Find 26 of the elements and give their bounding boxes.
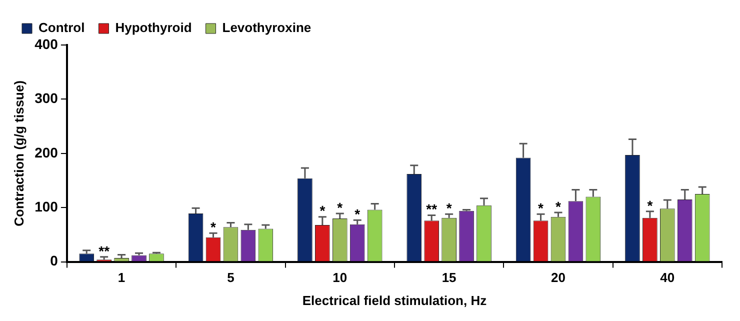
y-tick-label: 300 — [34, 90, 58, 106]
data-label: * — [320, 202, 326, 219]
data-label: * — [354, 206, 361, 222]
data-label: * — [556, 198, 562, 214]
x-tick-label: 10 — [332, 270, 348, 286]
data-label: ** — [98, 242, 110, 259]
x-axis-title: Electrical field stimulation, Hz — [302, 292, 488, 308]
data-label: * — [337, 199, 344, 216]
x-tick-label: 15 — [442, 270, 456, 286]
y-tick-label: 100 — [34, 198, 58, 214]
data-label: * — [538, 200, 544, 216]
x-tick-label: 1 — [118, 270, 126, 286]
data-label: * — [446, 200, 452, 216]
data-label: * — [647, 197, 654, 214]
y-tick-label: 200 — [34, 144, 58, 160]
x-tick-label: 20 — [551, 270, 566, 286]
data-label: * — [210, 218, 217, 235]
x-tick-label: 40 — [660, 270, 675, 286]
legend-label: Control — [38, 20, 85, 36]
y-axis-title: Contraction (g/g tissue) — [11, 80, 26, 226]
legend-label: Levothyroxine — [222, 20, 312, 36]
data-label: ** — [426, 201, 438, 218]
legend-label: Hypothyroid — [115, 20, 192, 36]
y-tick-label: 400 — [34, 36, 58, 52]
y-tick-label: 0 — [50, 252, 58, 269]
x-tick-label: 5 — [227, 270, 234, 286]
